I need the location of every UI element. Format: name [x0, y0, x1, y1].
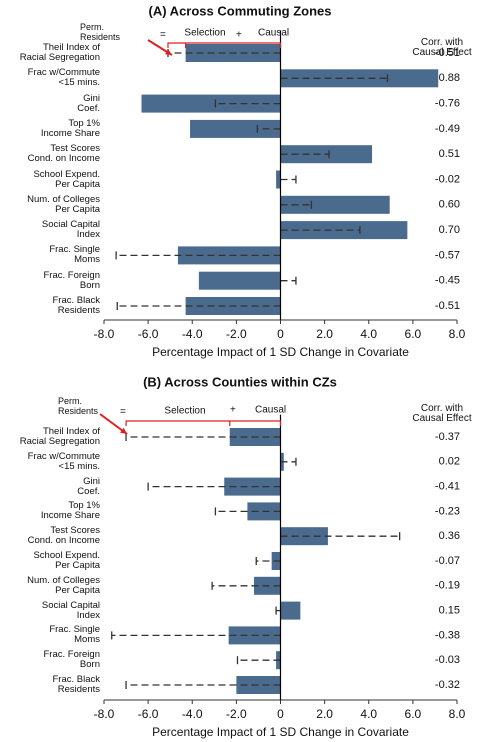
- corr-header: Corr. with Causal Effect: [412, 37, 472, 58]
- category-label: Test Scores Cond. on Income: [27, 525, 100, 547]
- category-label: Top 1% Income Share: [40, 117, 100, 139]
- x-tick-label: -8.0: [94, 707, 115, 721]
- x-tick-label: 2.0: [316, 327, 333, 341]
- legend-equals: =: [160, 30, 166, 41]
- x-axis-label: Percentage Impact of 1 SD Change in Cova…: [152, 725, 409, 739]
- legend-perm: Perm. Residents: [58, 396, 99, 416]
- corr-value: -0.49: [435, 123, 460, 135]
- x-tick-label: 4.0: [360, 707, 377, 721]
- chart-title: (A) Across Commuting Zones: [149, 3, 332, 18]
- category-label: Gini Coef.: [77, 92, 100, 114]
- corr-value: 0.51: [439, 148, 460, 160]
- category-label: Frac. Foreign Born: [43, 269, 101, 291]
- x-tick-label: 6.0: [405, 327, 422, 341]
- x-tick-label: 8.0: [449, 707, 466, 721]
- corr-value: -0.57: [435, 249, 460, 261]
- legend-selection: Selection: [164, 406, 205, 417]
- bar: [280, 195, 390, 214]
- corr-value: -0.07: [435, 555, 460, 567]
- bar: [280, 221, 408, 240]
- x-axis-label: Percentage Impact of 1 SD Change in Cova…: [152, 345, 409, 359]
- bar: [177, 246, 281, 265]
- category-label: Frac. Single Moms: [49, 244, 100, 266]
- corr-value: -0.03: [435, 654, 460, 666]
- x-tick-label: -2.0: [226, 707, 247, 721]
- category-label: Social Capital Index: [41, 599, 100, 621]
- legend-causal: Causal: [255, 405, 286, 416]
- legend-perm: Perm. Residents: [80, 22, 121, 42]
- x-tick-label: -8.0: [94, 327, 115, 341]
- legend-equals: =: [120, 407, 126, 418]
- x-tick-label: 0: [277, 327, 284, 341]
- category-label: School Expend. Per Capita: [33, 168, 100, 190]
- legend-bracket: [167, 42, 282, 48]
- corr-value: -0.45: [435, 275, 460, 287]
- corr-value: -0.02: [435, 173, 460, 185]
- x-tick-label: 0: [277, 707, 284, 721]
- corr-value: -0.76: [435, 98, 460, 110]
- category-label: Num. of Colleges Per Capita: [27, 193, 100, 215]
- category-label: School Expend. Per Capita: [33, 550, 100, 571]
- corr-value: -0.51: [435, 300, 460, 312]
- corr-value: -0.32: [435, 679, 460, 691]
- corr-header: Corr. with Causal Effect: [412, 403, 472, 424]
- legend-plus: +: [236, 30, 242, 41]
- corr-value: -0.23: [435, 505, 460, 517]
- x-tick-label: 2.0: [316, 707, 333, 721]
- corr-value: 0.15: [439, 605, 460, 617]
- x-tick-label: 8.0: [449, 327, 466, 341]
- category-label: Frac w/Commute <15 mins.: [27, 450, 100, 472]
- legend-arrowhead: [120, 427, 127, 434]
- x-tick-label: -6.0: [138, 327, 159, 341]
- legend-selection: Selection: [184, 28, 225, 39]
- legend-plus: +: [230, 405, 236, 416]
- corr-value: 0.70: [439, 224, 460, 236]
- category-label: Frac. Black Residents: [52, 295, 100, 316]
- category-label: Frac. Single Moms: [49, 624, 100, 646]
- x-tick-label: 6.0: [405, 707, 422, 721]
- legend-bracket: [125, 420, 282, 426]
- bar: [280, 601, 301, 620]
- category-label: Theil Index of Racial Segregation: [19, 426, 100, 447]
- category-label: Social Capital Index: [41, 219, 100, 241]
- corr-value: 0.36: [439, 530, 460, 542]
- bar: [198, 271, 281, 290]
- corr-value: 0.02: [439, 456, 460, 468]
- category-label: Frac w/Commute <15 mins.: [27, 67, 100, 89]
- bar: [276, 170, 281, 189]
- legend-arrowhead: [165, 49, 172, 55]
- x-tick-label: -4.0: [182, 327, 203, 341]
- category-label: Frac. Black Residents: [52, 674, 100, 695]
- category-label: Top 1% Income Share: [40, 500, 100, 522]
- category-label: Num. of Colleges Per Capita: [27, 574, 100, 596]
- category-label: Frac. Foreign Born: [43, 649, 101, 671]
- corr-value: -0.37: [435, 431, 460, 443]
- corr-value: 0.60: [439, 199, 460, 211]
- category-label: Test Scores Cond. on Income: [27, 143, 100, 165]
- corr-value: -0.19: [435, 580, 460, 592]
- corr-value: -0.51: [435, 47, 460, 59]
- legend-causal: Causal: [258, 28, 289, 39]
- category-label: Gini Coef.: [77, 475, 100, 497]
- corr-value: 0.88: [439, 72, 460, 84]
- bar: [190, 119, 281, 138]
- bar: [141, 94, 281, 113]
- x-tick-label: -2.0: [226, 327, 247, 341]
- corr-value: -0.38: [435, 629, 460, 641]
- chart-title: (B) Across Counties within CZs: [143, 374, 337, 389]
- x-tick-label: -4.0: [182, 707, 203, 721]
- x-tick-label: -6.0: [138, 707, 159, 721]
- corr-value: -0.41: [435, 481, 460, 493]
- category-label: Theil Index of Racial Segregation: [19, 42, 100, 63]
- x-tick-label: 4.0: [360, 327, 377, 341]
